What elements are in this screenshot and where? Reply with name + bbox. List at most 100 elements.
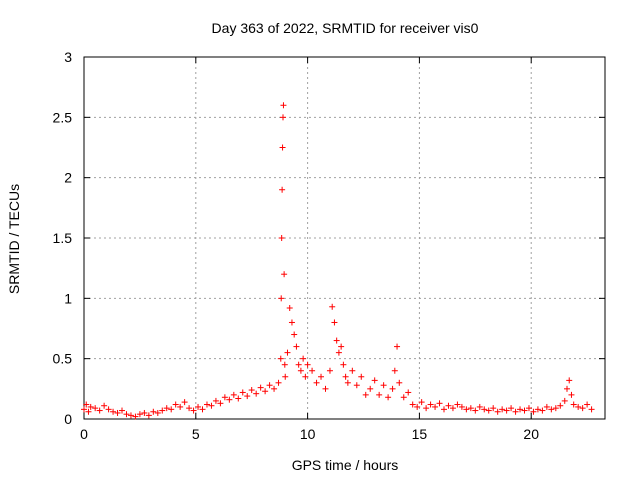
x-tick-label: 10 <box>300 426 316 442</box>
data-point <box>286 304 293 311</box>
data-point <box>367 385 374 392</box>
data-point <box>208 402 215 409</box>
x-tick-label: 20 <box>523 426 539 442</box>
data-point <box>539 407 546 414</box>
data-point <box>221 394 228 401</box>
data-point <box>136 411 143 418</box>
data-point <box>329 303 336 310</box>
data-point <box>557 402 564 409</box>
data-point <box>394 343 401 350</box>
data-point <box>342 373 349 380</box>
data-point <box>92 405 99 412</box>
data-point <box>145 412 152 419</box>
data-point <box>159 407 166 414</box>
data-point <box>302 373 309 380</box>
data-point <box>566 377 573 384</box>
data-point <box>199 406 206 413</box>
data-point <box>132 413 139 420</box>
data-point <box>338 343 345 350</box>
data-point <box>177 403 184 410</box>
data-point <box>575 403 582 410</box>
data-point <box>226 396 233 403</box>
data-point <box>186 405 193 412</box>
data-point <box>110 408 117 415</box>
data-point <box>318 373 325 380</box>
data-point <box>331 319 338 326</box>
data-point <box>409 401 416 408</box>
data-point <box>349 367 356 374</box>
y-axis: 0 0.5 1 1.5 2 2.5 3 <box>53 49 605 427</box>
data-point <box>333 337 340 344</box>
data-point <box>284 349 291 356</box>
data-point <box>548 406 555 413</box>
y-tick-label: 1 <box>64 290 72 306</box>
data-point <box>281 361 288 368</box>
data-point <box>244 393 251 400</box>
data-point <box>239 389 246 396</box>
data-point <box>340 361 347 368</box>
data-point <box>534 406 541 413</box>
data-point <box>279 186 286 193</box>
x-tick-label: 15 <box>412 426 428 442</box>
data-point <box>230 391 237 398</box>
data-point <box>463 406 470 413</box>
data-point <box>568 391 575 398</box>
data-point <box>275 379 282 386</box>
data-point <box>280 114 287 121</box>
data-point <box>400 394 407 401</box>
y-tick-label: 2 <box>64 170 72 186</box>
data-point <box>195 403 202 410</box>
data-point <box>389 385 396 392</box>
data-point <box>458 403 465 410</box>
data-point <box>432 403 439 410</box>
data-point <box>295 361 302 368</box>
data-point <box>172 401 179 408</box>
data-point <box>358 373 365 380</box>
data-point <box>445 402 452 409</box>
data-point <box>467 405 474 412</box>
data-point <box>476 403 483 410</box>
x-axis-label: GPS time / hours <box>292 457 399 473</box>
data-point <box>235 395 242 402</box>
data-point <box>190 407 197 414</box>
data-points <box>81 102 595 420</box>
data-point <box>271 385 278 392</box>
grid-lines <box>84 57 605 419</box>
data-point <box>297 367 304 374</box>
data-point <box>203 401 210 408</box>
data-point <box>584 401 591 408</box>
data-point <box>418 399 425 406</box>
data-point <box>481 406 488 413</box>
data-point <box>141 409 148 416</box>
data-point <box>300 355 307 362</box>
data-point <box>181 399 188 406</box>
data-point <box>278 295 285 302</box>
data-point <box>282 373 289 380</box>
data-point <box>291 331 298 338</box>
data-point <box>427 401 434 408</box>
data-point <box>441 406 448 413</box>
data-point <box>313 379 320 386</box>
y-tick-label: 1.5 <box>53 230 73 246</box>
data-point <box>436 400 443 407</box>
data-point <box>472 407 479 414</box>
y-tick-label: 0 <box>64 411 72 427</box>
data-point <box>561 397 568 404</box>
data-point <box>449 405 456 412</box>
data-point <box>322 385 329 392</box>
data-point <box>257 384 264 391</box>
data-point <box>288 319 295 326</box>
data-point <box>101 402 108 409</box>
data-point <box>168 406 175 413</box>
data-point <box>376 391 383 398</box>
data-point <box>371 377 378 384</box>
data-point <box>81 406 87 413</box>
data-point <box>423 405 430 412</box>
data-point <box>454 401 461 408</box>
data-point <box>512 408 519 415</box>
data-point <box>490 405 497 412</box>
data-point <box>83 401 90 408</box>
data-point <box>570 401 577 408</box>
data-point <box>253 390 260 397</box>
data-point <box>150 408 157 415</box>
